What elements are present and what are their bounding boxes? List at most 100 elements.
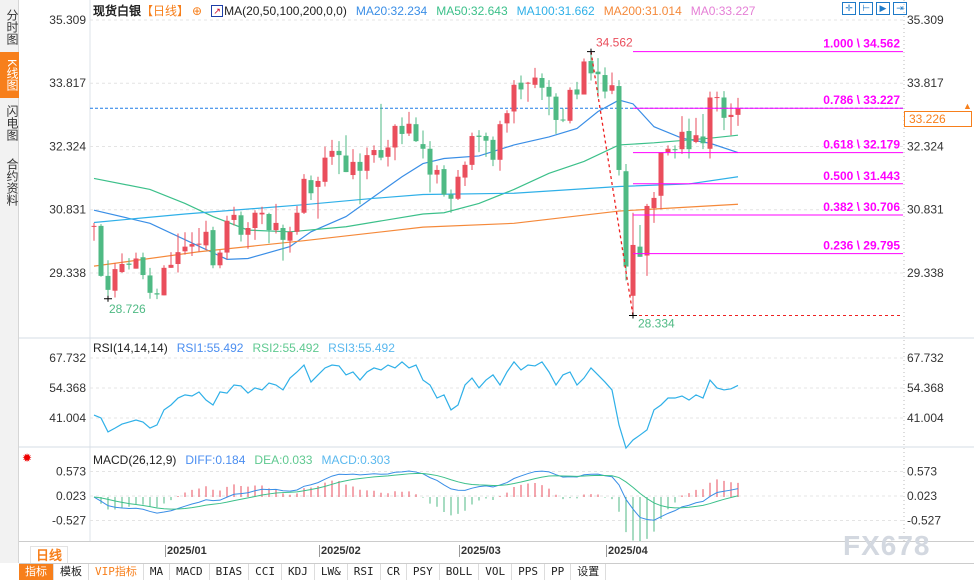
candle bbox=[728, 103, 734, 136]
candle-body bbox=[735, 108, 741, 115]
tab-settings[interactable]: 设置 bbox=[571, 564, 607, 580]
move-right-icon[interactable]: ⇥ bbox=[893, 2, 907, 15]
candle bbox=[336, 141, 342, 175]
ma200-value: MA200:31.014 bbox=[603, 3, 682, 18]
macd-value: MACD:0.303 bbox=[321, 453, 391, 467]
tab-vol[interactable]: VOL bbox=[479, 564, 513, 580]
candle bbox=[364, 147, 370, 180]
fib-level-label: 0.236 \ 29.795 bbox=[823, 239, 900, 253]
candle bbox=[294, 205, 300, 235]
zoom-right-icon[interactable]: ▶ bbox=[876, 2, 890, 15]
candle bbox=[203, 220, 209, 251]
rsi-tick-label-left: 41.004 bbox=[49, 411, 86, 425]
tab-rsi[interactable]: RSI bbox=[348, 564, 381, 580]
date-tick: 2025/04 bbox=[606, 545, 648, 557]
candle bbox=[343, 135, 349, 173]
candle-body bbox=[455, 176, 461, 199]
macd-tick-label-right: 0.573 bbox=[907, 465, 937, 479]
tab-ma[interactable]: MA bbox=[144, 564, 171, 580]
tab-bias[interactable]: BIAS bbox=[210, 564, 250, 580]
rsi2-value: RSI2:55.492 bbox=[252, 341, 320, 355]
ma-indicator-icon[interactable]: ↗ bbox=[211, 4, 224, 17]
tab-kdj[interactable]: KDJ bbox=[282, 564, 315, 580]
candle bbox=[105, 260, 111, 299]
tab-flash[interactable]: 闪电图 bbox=[5, 105, 19, 141]
marker-cross-icon bbox=[587, 48, 595, 55]
candle bbox=[287, 226, 293, 253]
main-chart-header: 现货白银 【日线】 ⊕ ↗ MA(20,50,100,200,0,0) MA20… bbox=[93, 2, 755, 19]
tab-lw[interactable]: LW& bbox=[315, 564, 348, 580]
candle bbox=[322, 146, 328, 187]
candle bbox=[98, 224, 104, 277]
period-label: 【日线】 bbox=[141, 4, 190, 18]
candle bbox=[539, 73, 545, 101]
chart-canvas[interactable]: 35.309 35.309 33.817 33.817 32.324 32.324 30.8… bbox=[0, 0, 974, 541]
ma20-value: MA20:32.234 bbox=[355, 3, 428, 18]
candle bbox=[308, 175, 314, 201]
diff-line bbox=[93, 470, 739, 521]
tab-contract-info[interactable]: 合约资料 bbox=[5, 158, 19, 206]
period-button[interactable]: 日线▲ bbox=[30, 546, 68, 581]
candle bbox=[392, 124, 398, 161]
candle bbox=[665, 145, 671, 156]
candle-body bbox=[280, 227, 286, 240]
tab-pps[interactable]: PPS bbox=[512, 564, 545, 580]
tab-template[interactable]: 模板 bbox=[54, 564, 89, 580]
candle-body bbox=[602, 75, 608, 92]
candle-body bbox=[154, 293, 160, 295]
candle bbox=[196, 227, 202, 252]
candle-body bbox=[609, 85, 615, 91]
tab-psy[interactable]: PSY bbox=[407, 564, 440, 580]
fib-level-label: 1.000 \ 34.562 bbox=[823, 37, 900, 51]
candle-body bbox=[588, 61, 594, 74]
candle-body bbox=[518, 82, 524, 90]
date-tick: 2025/03 bbox=[459, 545, 501, 557]
candle-body bbox=[525, 82, 531, 84]
zoom-left-icon[interactable]: ⊢ bbox=[859, 2, 873, 15]
high-price-label: 34.562 bbox=[596, 36, 633, 50]
candle bbox=[161, 265, 167, 296]
candle bbox=[231, 206, 237, 226]
candle-body bbox=[182, 246, 188, 252]
candle bbox=[91, 222, 97, 241]
tab-pp[interactable]: PP bbox=[545, 564, 572, 580]
candle bbox=[154, 288, 160, 300]
candle-body bbox=[476, 135, 482, 137]
crosshair-icon[interactable]: ✛ bbox=[842, 2, 856, 15]
candle bbox=[112, 263, 118, 298]
tab-cr[interactable]: CR bbox=[381, 564, 407, 580]
sidebar: 分时图 K线图 闪电图 合约资料 bbox=[0, 0, 19, 563]
candle bbox=[700, 114, 706, 150]
candle bbox=[420, 130, 426, 159]
candle-body bbox=[595, 71, 601, 75]
prev-low-label: 28.726 bbox=[109, 302, 146, 316]
tab-kline[interactable]: K线图 bbox=[0, 52, 19, 98]
diff-value: DIFF:0.184 bbox=[185, 453, 246, 467]
candle bbox=[399, 117, 405, 145]
candle bbox=[679, 116, 685, 154]
y-tick-label-left: 30.831 bbox=[49, 203, 86, 217]
indicator-settings-icon[interactable]: ✹ bbox=[22, 451, 33, 465]
fib-trend-line bbox=[590, 51, 634, 316]
candle-body bbox=[392, 125, 398, 148]
candle-body bbox=[350, 161, 356, 176]
ma0-value: MA0:33.227 bbox=[690, 3, 756, 18]
tab-indicator[interactable]: 指标 bbox=[19, 564, 54, 580]
candle-body bbox=[679, 131, 685, 150]
candle-body bbox=[483, 136, 489, 141]
price-up-arrow-icon: ▲ bbox=[963, 101, 972, 111]
rsi-tick-label-left: 67.732 bbox=[49, 351, 86, 365]
tab-macd[interactable]: MACD bbox=[170, 564, 210, 580]
candle-body bbox=[147, 275, 153, 293]
candle bbox=[686, 118, 692, 159]
symbol-name: 现货白银 bbox=[93, 4, 142, 18]
tab-timeshare[interactable]: 分时图 bbox=[5, 9, 19, 45]
tab-vip-indicator[interactable]: VIP指标 bbox=[89, 564, 144, 580]
settings-icon[interactable]: ⊕ bbox=[192, 3, 203, 18]
tab-boll[interactable]: BOLL bbox=[440, 564, 480, 580]
candle bbox=[581, 58, 587, 95]
candle-body bbox=[441, 169, 447, 195]
tab-cci[interactable]: CCI bbox=[249, 564, 282, 580]
candle-body bbox=[175, 252, 181, 265]
candle-body bbox=[357, 161, 363, 171]
